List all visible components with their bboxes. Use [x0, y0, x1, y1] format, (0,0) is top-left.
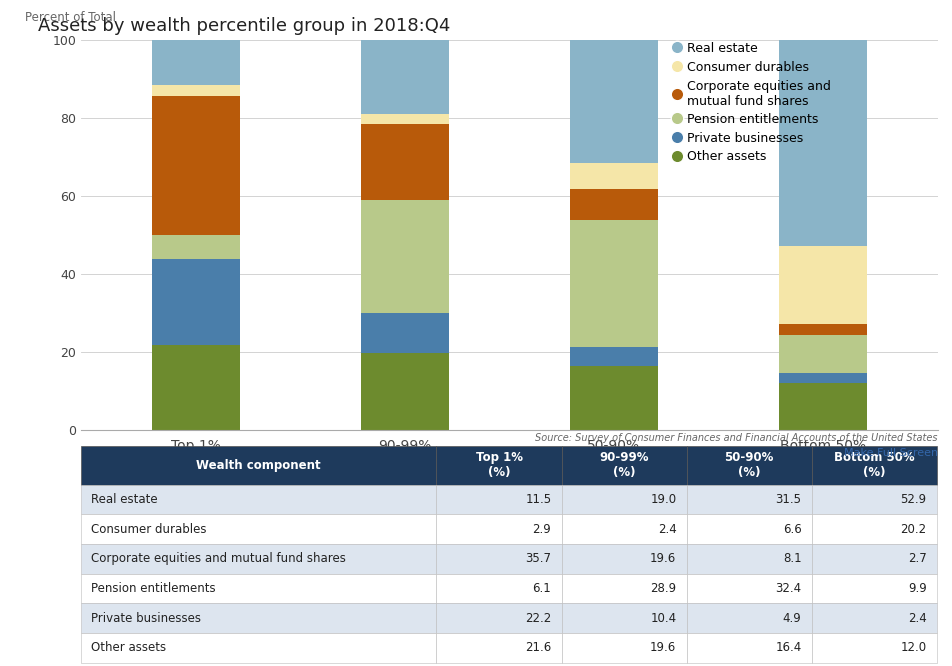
FancyBboxPatch shape	[562, 446, 686, 485]
Text: 19.6: 19.6	[650, 552, 676, 565]
Bar	[152, 85, 240, 96]
Bar	[361, 353, 448, 430]
Bar	[152, 235, 240, 259]
FancyBboxPatch shape	[562, 544, 686, 573]
Text: Private businesses: Private businesses	[91, 611, 201, 625]
Text: 22.2: 22.2	[526, 611, 551, 625]
FancyBboxPatch shape	[436, 603, 562, 633]
Bar	[361, 41, 448, 115]
FancyBboxPatch shape	[562, 633, 686, 663]
Bar	[779, 383, 866, 430]
Bar	[152, 259, 240, 346]
Bar	[779, 246, 866, 324]
FancyBboxPatch shape	[81, 446, 436, 485]
Text: 31.5: 31.5	[776, 493, 802, 506]
FancyBboxPatch shape	[81, 573, 436, 603]
FancyBboxPatch shape	[436, 633, 562, 663]
Text: Bottom 50%
(%): Bottom 50% (%)	[834, 452, 915, 480]
FancyBboxPatch shape	[436, 573, 562, 603]
Bar	[361, 200, 448, 313]
FancyBboxPatch shape	[686, 514, 812, 544]
Text: 2.7: 2.7	[908, 552, 926, 565]
Text: Assets by wealth percentile group in 2018:Q4: Assets by wealth percentile group in 201…	[38, 17, 450, 35]
FancyBboxPatch shape	[436, 514, 562, 544]
FancyBboxPatch shape	[812, 603, 937, 633]
FancyBboxPatch shape	[686, 544, 812, 573]
Text: 52.9: 52.9	[901, 493, 926, 506]
FancyBboxPatch shape	[812, 544, 937, 573]
Text: Corporate equities and mutual fund shares: Corporate equities and mutual fund share…	[91, 552, 347, 565]
Text: 6.1: 6.1	[532, 582, 551, 595]
Text: 90-99%
(%): 90-99% (%)	[600, 452, 649, 480]
Text: 16.4: 16.4	[775, 641, 802, 654]
Text: 8.1: 8.1	[783, 552, 802, 565]
Legend: Real estate, Consumer durables, Corporate equities and
mutual fund shares, Pensi: Real estate, Consumer durables, Corporat…	[674, 43, 830, 163]
Text: 12.0: 12.0	[901, 641, 926, 654]
Bar	[779, 374, 866, 383]
FancyBboxPatch shape	[812, 446, 937, 485]
FancyBboxPatch shape	[812, 573, 937, 603]
Bar	[570, 163, 658, 188]
FancyBboxPatch shape	[812, 514, 937, 544]
Bar	[570, 220, 658, 346]
Bar	[779, 335, 866, 374]
Bar	[779, 39, 866, 246]
FancyBboxPatch shape	[81, 514, 436, 544]
Text: 21.6: 21.6	[526, 641, 551, 654]
FancyBboxPatch shape	[436, 446, 562, 485]
Text: 20.2: 20.2	[901, 523, 926, 535]
Text: 32.4: 32.4	[775, 582, 802, 595]
Bar	[361, 115, 448, 124]
Bar	[152, 346, 240, 430]
Text: 2.9: 2.9	[532, 523, 551, 535]
FancyBboxPatch shape	[436, 544, 562, 573]
FancyBboxPatch shape	[562, 573, 686, 603]
FancyBboxPatch shape	[81, 544, 436, 573]
FancyBboxPatch shape	[81, 485, 436, 514]
Text: 2.4: 2.4	[908, 611, 926, 625]
Bar	[570, 188, 658, 220]
FancyBboxPatch shape	[686, 573, 812, 603]
Bar	[152, 40, 240, 85]
Bar	[570, 366, 658, 430]
FancyBboxPatch shape	[562, 514, 686, 544]
FancyBboxPatch shape	[812, 485, 937, 514]
Text: 2.4: 2.4	[658, 523, 676, 535]
Bar	[570, 346, 658, 366]
FancyBboxPatch shape	[812, 633, 937, 663]
FancyBboxPatch shape	[81, 633, 436, 663]
Text: Other assets: Other assets	[91, 641, 167, 654]
Text: Wealth component: Wealth component	[196, 459, 321, 472]
Bar	[570, 41, 658, 163]
Text: Top 1%
(%): Top 1% (%)	[476, 452, 523, 480]
Text: 35.7: 35.7	[526, 552, 551, 565]
Text: Consumer durables: Consumer durables	[91, 523, 207, 535]
Text: Percent of Total: Percent of Total	[25, 11, 116, 25]
Text: 19.6: 19.6	[650, 641, 676, 654]
Text: Make Full Screen: Make Full Screen	[843, 448, 938, 458]
Bar	[361, 313, 448, 353]
FancyBboxPatch shape	[562, 603, 686, 633]
Bar	[779, 324, 866, 335]
FancyBboxPatch shape	[562, 485, 686, 514]
FancyBboxPatch shape	[686, 446, 812, 485]
Bar	[152, 96, 240, 235]
FancyBboxPatch shape	[436, 485, 562, 514]
Text: 9.9: 9.9	[908, 582, 926, 595]
Text: 6.6: 6.6	[783, 523, 802, 535]
FancyBboxPatch shape	[81, 603, 436, 633]
Text: Real estate: Real estate	[91, 493, 158, 506]
Text: 50-90%
(%): 50-90% (%)	[724, 452, 774, 480]
Text: 28.9: 28.9	[650, 582, 676, 595]
Text: Pension entitlements: Pension entitlements	[91, 582, 216, 595]
Text: Source: Survey of Consumer Finances and Financial Accounts of the United States: Source: Survey of Consumer Finances and …	[535, 433, 938, 443]
Bar	[361, 124, 448, 200]
Text: 4.9: 4.9	[783, 611, 802, 625]
Text: 19.0: 19.0	[650, 493, 676, 506]
FancyBboxPatch shape	[686, 633, 812, 663]
FancyBboxPatch shape	[686, 485, 812, 514]
Text: 11.5: 11.5	[526, 493, 551, 506]
Text: 10.4: 10.4	[650, 611, 676, 625]
FancyBboxPatch shape	[686, 603, 812, 633]
